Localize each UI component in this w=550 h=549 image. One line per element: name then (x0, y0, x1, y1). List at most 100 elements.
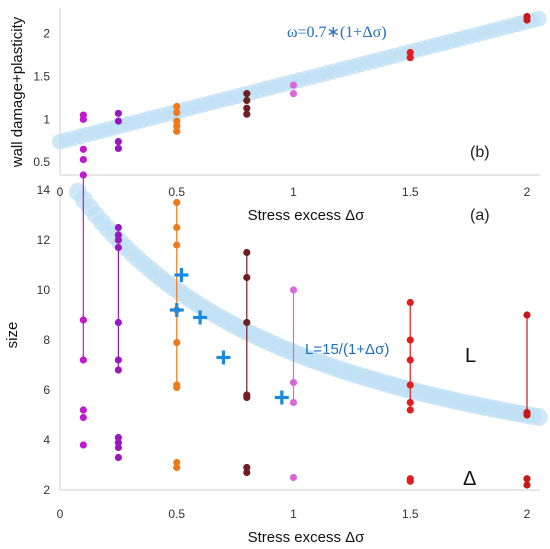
data-point (79, 316, 87, 324)
x-tick-label-upper: 0 (57, 185, 64, 199)
data-point (243, 110, 251, 118)
panel-a-x-axis-label: Stress excess Δσ (248, 529, 366, 546)
data-point (79, 111, 87, 119)
data-point (173, 127, 181, 135)
panel-b-y-axis-label: wall damage+plasticity (9, 16, 26, 168)
data-point (243, 318, 251, 327)
data-point (406, 477, 414, 485)
data-point (79, 413, 87, 422)
x-tick-label-upper: 2 (524, 185, 531, 199)
cross-marker (216, 350, 231, 365)
data-point (114, 144, 122, 153)
data-point (243, 393, 251, 402)
data-point (79, 356, 87, 364)
data-point (289, 286, 298, 294)
panel-a-y-axis-label: size (4, 322, 21, 349)
data-point (114, 231, 122, 239)
data-point (114, 243, 122, 252)
x-tick-label: 2 (524, 507, 531, 521)
data-point (173, 458, 181, 467)
data-point (173, 241, 181, 249)
label-L: L (465, 345, 476, 367)
data-point (173, 122, 181, 130)
data-point (523, 475, 531, 483)
data-point (173, 117, 181, 125)
label-delta: Δ (463, 468, 476, 490)
panel-a-formula-annotation: L=15/(1+Δσ) (305, 341, 389, 358)
data-point (79, 441, 87, 449)
data-point (79, 406, 87, 414)
data-point (173, 338, 181, 347)
data-point (114, 438, 122, 447)
panel-a-y-tick-labels: 2 4 6 8 10 12 14 (37, 183, 51, 497)
y-tick-label: 1 (43, 112, 50, 126)
y-tick-label: 10 (37, 283, 51, 297)
data-point (243, 248, 251, 257)
y-tick-label: 4 (43, 433, 50, 447)
x-tick-label: 0 (57, 507, 64, 521)
data-point (406, 48, 414, 57)
panel-b-y-tick-labels: 0.5 1 1.5 2 (33, 27, 50, 169)
y-tick-label: 8 (43, 333, 50, 347)
data-point (243, 468, 251, 477)
data-point (114, 223, 122, 232)
y-tick-label: 0.5 (33, 155, 50, 169)
fit-curve-bead (529, 408, 548, 427)
data-point (406, 336, 414, 344)
data-point (114, 443, 122, 452)
cross-marker (193, 310, 208, 325)
y-tick-label: 6 (43, 383, 50, 397)
y-tick-label: 14 (37, 183, 51, 197)
data-point (406, 406, 414, 414)
data-point (173, 102, 181, 111)
x-tick-label: 0.5 (168, 507, 185, 521)
data-point (523, 411, 531, 419)
data-point (114, 117, 122, 125)
data-point (289, 378, 298, 387)
data-point (523, 481, 531, 489)
y-tick-label: 1.5 (33, 70, 50, 84)
x-tick-label-upper: 0.5 (168, 185, 185, 199)
data-point (406, 381, 414, 389)
data-point (406, 356, 414, 364)
data-point (243, 90, 251, 98)
data-point (114, 236, 122, 244)
data-point (289, 90, 298, 98)
data-point (289, 473, 298, 482)
data-point (173, 463, 181, 472)
panel-b-chart: 0.5 1 1.5 2 wall damage+plasticity Stress e… (9, 8, 547, 224)
x-tick-label: 1 (290, 507, 297, 521)
cross-marker (274, 390, 289, 405)
data-point (114, 366, 122, 374)
data-point (243, 463, 251, 472)
cross-marker (169, 303, 184, 317)
data-point (79, 155, 87, 164)
y-tick-label: 2 (43, 27, 50, 41)
y-tick-label: 12 (37, 233, 51, 247)
panel-a-data-points (79, 171, 531, 489)
data-point (523, 12, 531, 21)
data-point (243, 104, 251, 112)
x-tick-label-upper: 1 (290, 185, 297, 199)
panel-b-data-points (79, 12, 531, 164)
data-point (406, 298, 414, 307)
data-point (406, 398, 414, 407)
data-point (406, 54, 414, 62)
data-point (114, 318, 122, 327)
panel-b-x-axis-label: Stress excess Δσ (248, 207, 366, 224)
data-point (289, 81, 298, 89)
panel-a-range-lines (82, 175, 528, 415)
y-tick-label: 2 (43, 483, 50, 497)
data-point (114, 109, 122, 117)
data-point (173, 383, 181, 392)
data-point (79, 171, 87, 179)
data-point (173, 198, 181, 207)
data-point (114, 356, 122, 364)
data-point (173, 223, 181, 232)
panel-a-label: (a) (470, 207, 490, 224)
cross-marker (174, 268, 189, 282)
data-point (523, 311, 531, 319)
data-point (114, 433, 122, 442)
